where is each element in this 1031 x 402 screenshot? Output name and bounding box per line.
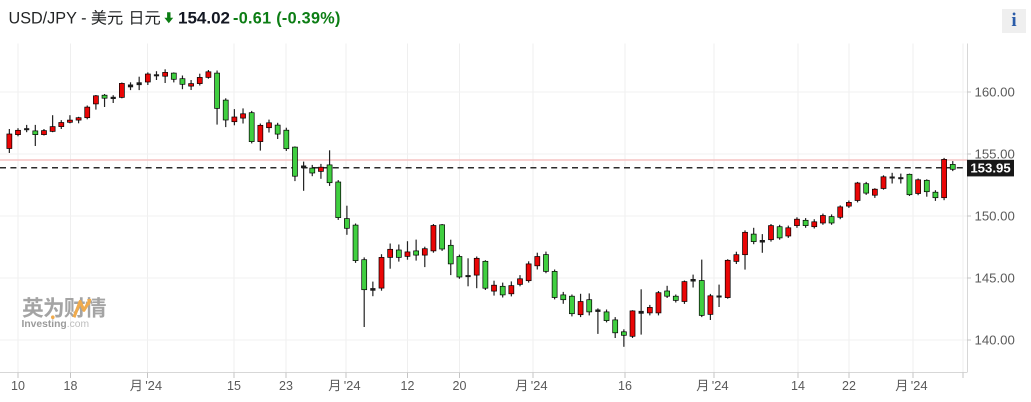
svg-text:'24: '24 xyxy=(531,378,548,393)
svg-text:'24: '24 xyxy=(911,378,928,393)
svg-text:10: 10 xyxy=(11,379,25,393)
svg-text:Investing.com: Investing.com xyxy=(22,319,90,330)
svg-text:150.00: 150.00 xyxy=(975,209,1015,224)
svg-text:23: 23 xyxy=(279,379,293,393)
svg-text:USD/JPY -: USD/JPY - xyxy=(9,10,87,28)
svg-text:'24: '24 xyxy=(712,378,729,393)
svg-text:20: 20 xyxy=(453,379,467,393)
svg-text:'24: '24 xyxy=(145,378,162,393)
svg-text:140.00: 140.00 xyxy=(975,333,1015,348)
svg-text:16: 16 xyxy=(618,379,632,393)
svg-text:-0.61 (-0.39%): -0.61 (-0.39%) xyxy=(233,10,341,28)
svg-text:155.00: 155.00 xyxy=(975,147,1015,162)
svg-text:22: 22 xyxy=(842,379,856,393)
svg-text:153.95: 153.95 xyxy=(970,161,1010,176)
svg-text:14: 14 xyxy=(791,379,805,393)
svg-text:160.00: 160.00 xyxy=(975,85,1015,100)
svg-text:18: 18 xyxy=(64,379,78,393)
svg-text:145.00: 145.00 xyxy=(975,271,1015,286)
svg-text:15: 15 xyxy=(227,379,241,393)
svg-text:154.02: 154.02 xyxy=(178,9,230,28)
svg-text:'24: '24 xyxy=(344,378,361,393)
svg-text:12: 12 xyxy=(401,379,415,393)
